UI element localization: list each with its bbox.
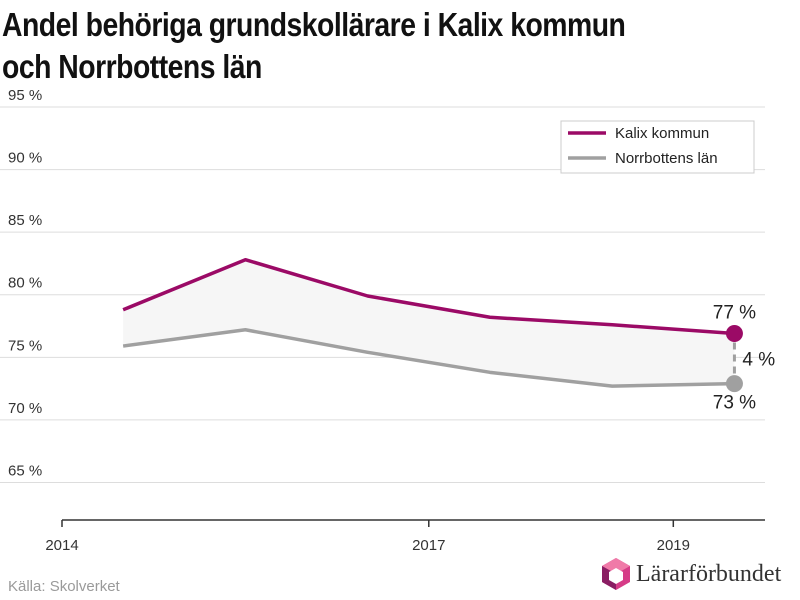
gap-area-fill bbox=[123, 259, 735, 387]
end-markers bbox=[725, 325, 743, 393]
legend-label-norrbottens-lan: Norrbottens län bbox=[615, 150, 718, 167]
y-tick-label: 80 % bbox=[8, 275, 42, 292]
legend-box bbox=[560, 120, 755, 174]
gap-area bbox=[123, 259, 735, 387]
x-tick-label: 2017 bbox=[412, 537, 445, 554]
norrbotten-end-marker bbox=[725, 375, 743, 393]
x-axis: 2014 2017 2019 bbox=[45, 519, 765, 554]
annotations: 77 % 4 % 73 % bbox=[713, 303, 776, 414]
y-axis-ticks: 65 % 70 % 75 % 80 % 85 % 90 % 95 % bbox=[8, 87, 42, 479]
y-tick-label: 90 % bbox=[8, 150, 42, 167]
kalix-end-label: 77 % bbox=[713, 303, 756, 324]
chart-title: Andel behöriga grundskollärare i Kalix k… bbox=[2, 6, 626, 85]
y-tick-label: 85 % bbox=[8, 212, 42, 229]
gap-label: 4 % bbox=[742, 350, 775, 371]
y-tick-label: 70 % bbox=[8, 400, 42, 417]
y-tick-label: 75 % bbox=[8, 337, 42, 354]
kalix-end-marker bbox=[725, 325, 743, 343]
brand-name: Lärarförbundet bbox=[636, 560, 782, 587]
y-tick-label: 95 % bbox=[8, 87, 42, 104]
source-note: Källa: Skolverket bbox=[8, 578, 120, 595]
legend-label-kalix-kommun: Kalix kommun bbox=[615, 125, 709, 142]
y-tick-label: 65 % bbox=[8, 462, 42, 479]
series-line-kalix-kommun bbox=[122, 257, 735, 336]
legend: Kalix kommun Norrbottens län bbox=[560, 120, 755, 174]
series-line-norrbottens-lan bbox=[122, 328, 735, 388]
series-lines bbox=[122, 257, 735, 388]
norrbotten-end-label: 73 % bbox=[713, 393, 756, 414]
x-tick-label: 2019 bbox=[657, 537, 690, 554]
brand-logo: Lärarförbundet bbox=[600, 556, 781, 592]
hexagon-logo-icon bbox=[602, 558, 630, 590]
x-tick-label: 2014 bbox=[45, 537, 78, 554]
